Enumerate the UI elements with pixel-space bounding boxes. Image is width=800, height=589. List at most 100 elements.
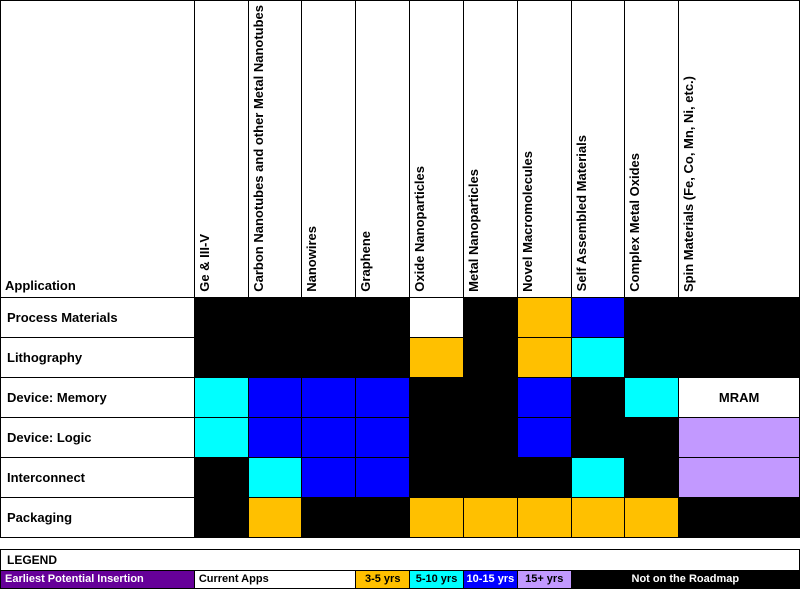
matrix-cell bbox=[248, 497, 302, 537]
row-label: Interconnect bbox=[1, 457, 195, 497]
matrix-cell bbox=[625, 457, 679, 497]
column-header: Self Assembled Materials bbox=[571, 1, 625, 298]
matrix-cell bbox=[194, 457, 248, 497]
legend-title: LEGEND bbox=[1, 549, 800, 570]
row-label: Device: Logic bbox=[1, 417, 195, 457]
matrix-cell bbox=[517, 377, 571, 417]
matrix-cell bbox=[517, 337, 571, 377]
application-header: Application bbox=[1, 1, 195, 298]
matrix-cell bbox=[463, 377, 517, 417]
column-header: Ge & III-V bbox=[194, 1, 248, 298]
matrix-cell bbox=[248, 457, 302, 497]
matrix-cell bbox=[248, 377, 302, 417]
matrix-cell bbox=[571, 497, 625, 537]
column-header-label: Novel Macromolecules bbox=[520, 149, 535, 292]
matrix-cell bbox=[625, 417, 679, 457]
matrix-cell bbox=[194, 377, 248, 417]
table-row: Lithography bbox=[1, 337, 800, 377]
matrix-cell bbox=[410, 417, 464, 457]
column-header: Carbon Nanotubes and other Metal Nanotub… bbox=[248, 1, 302, 298]
matrix-cell bbox=[356, 377, 410, 417]
matrix-cell bbox=[463, 337, 517, 377]
legend-item: 5-10 yrs bbox=[410, 570, 464, 588]
matrix-cell bbox=[302, 377, 356, 417]
table-row: Device: Logic bbox=[1, 417, 800, 457]
matrix-cell bbox=[248, 417, 302, 457]
matrix-cell bbox=[571, 457, 625, 497]
column-header-label: Complex Metal Oxides bbox=[627, 151, 642, 292]
matrix-cell bbox=[302, 417, 356, 457]
matrix-cell bbox=[302, 337, 356, 377]
matrix-cell bbox=[679, 417, 800, 457]
matrix-cell bbox=[302, 497, 356, 537]
row-label: Device: Memory bbox=[1, 377, 195, 417]
matrix-cell bbox=[410, 377, 464, 417]
matrix-cell bbox=[194, 497, 248, 537]
column-header: Novel Macromolecules bbox=[517, 1, 571, 298]
column-header-label: Nanowires bbox=[304, 224, 319, 292]
matrix-cell bbox=[517, 457, 571, 497]
column-header: Spin Materials (Fe, Co, Mn, Ni, etc.) bbox=[679, 1, 800, 298]
legend-item: 10-15 yrs bbox=[463, 570, 517, 588]
matrix-cell bbox=[517, 297, 571, 337]
matrix-cell bbox=[410, 497, 464, 537]
table-row: Process Materials bbox=[1, 297, 800, 337]
column-header: Metal Nanoparticles bbox=[463, 1, 517, 298]
row-label: Lithography bbox=[1, 337, 195, 377]
matrix-cell bbox=[302, 297, 356, 337]
matrix-cell bbox=[194, 417, 248, 457]
matrix-cell bbox=[679, 457, 800, 497]
matrix-cell: MRAM bbox=[679, 377, 800, 417]
matrix-cell bbox=[410, 457, 464, 497]
matrix-cell bbox=[356, 497, 410, 537]
legend-item: Not on the Roadmap bbox=[571, 570, 799, 588]
matrix-cell bbox=[356, 417, 410, 457]
roadmap-table: Application Ge & III-V Carbon Nanotubes a… bbox=[0, 0, 800, 589]
legend-item: 15+ yrs bbox=[517, 570, 571, 588]
column-header: Nanowires bbox=[302, 1, 356, 298]
matrix-cell bbox=[571, 377, 625, 417]
matrix-cell bbox=[571, 337, 625, 377]
matrix-cell bbox=[571, 297, 625, 337]
column-header-label: Carbon Nanotubes and other Metal Nanotub… bbox=[251, 3, 266, 292]
matrix-cell bbox=[463, 297, 517, 337]
matrix-cell bbox=[194, 297, 248, 337]
matrix-cell bbox=[625, 377, 679, 417]
column-header: Oxide Nanoparticles bbox=[410, 1, 464, 298]
matrix-cell bbox=[517, 497, 571, 537]
column-header-label: Oxide Nanoparticles bbox=[412, 164, 427, 292]
matrix-cell bbox=[302, 457, 356, 497]
matrix-cell bbox=[463, 457, 517, 497]
matrix-cell bbox=[625, 297, 679, 337]
matrix-cell bbox=[194, 337, 248, 377]
table-row: Interconnect bbox=[1, 457, 800, 497]
column-header: Complex Metal Oxides bbox=[625, 1, 679, 298]
matrix-cell bbox=[248, 297, 302, 337]
column-header-label: Metal Nanoparticles bbox=[466, 167, 481, 292]
matrix-cell bbox=[463, 417, 517, 457]
row-label: Process Materials bbox=[1, 297, 195, 337]
column-header: Graphene bbox=[356, 1, 410, 298]
matrix-cell bbox=[625, 337, 679, 377]
legend-row: Earliest Potential InsertionCurrent Apps… bbox=[1, 570, 800, 588]
matrix-cell bbox=[356, 297, 410, 337]
row-label: Packaging bbox=[1, 497, 195, 537]
matrix-cell bbox=[571, 417, 625, 457]
matrix-cell bbox=[410, 297, 464, 337]
column-header-label: Graphene bbox=[358, 229, 373, 292]
matrix-cell bbox=[356, 457, 410, 497]
matrix-cell bbox=[517, 417, 571, 457]
matrix-cell bbox=[679, 297, 800, 337]
legend-row-label: Earliest Potential Insertion bbox=[1, 570, 195, 588]
column-header-label: Spin Materials (Fe, Co, Mn, Ni, etc.) bbox=[681, 74, 696, 292]
matrix-cell bbox=[679, 337, 800, 377]
matrix-cell bbox=[410, 337, 464, 377]
legend-item: 3-5 yrs bbox=[356, 570, 410, 588]
matrix-cell bbox=[625, 497, 679, 537]
column-header-label: Self Assembled Materials bbox=[574, 133, 589, 291]
table-row: Packaging bbox=[1, 497, 800, 537]
matrix-cell bbox=[356, 337, 410, 377]
matrix-cell bbox=[248, 337, 302, 377]
table-row: Device: Memory MRAM bbox=[1, 377, 800, 417]
column-header-label: Ge & III-V bbox=[197, 232, 212, 292]
